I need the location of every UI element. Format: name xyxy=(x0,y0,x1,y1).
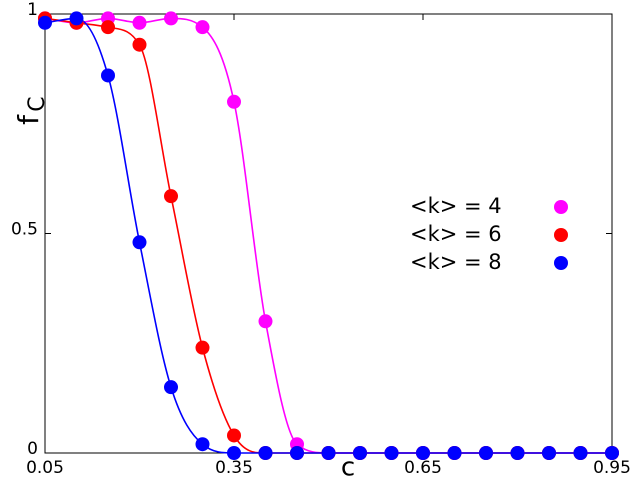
legend-label: <k> = 8 xyxy=(410,250,502,274)
data-point xyxy=(38,15,52,30)
data-point xyxy=(258,314,273,329)
legend-label: <k> = 4 xyxy=(410,194,502,218)
data-point xyxy=(227,428,241,443)
data-point xyxy=(69,11,84,26)
data-point xyxy=(321,446,336,460)
y-axis-label-main: f xyxy=(12,114,45,125)
series-line xyxy=(44,17,612,454)
data-point xyxy=(164,189,178,204)
data-point xyxy=(195,340,210,355)
data-point xyxy=(132,37,147,52)
y-axis-label-subscript: C xyxy=(25,96,50,111)
data-point xyxy=(101,20,115,35)
plot-frame xyxy=(44,13,613,454)
x-tick-label: 0.95 xyxy=(593,458,631,478)
x-tick-label: 0.65 xyxy=(404,458,442,478)
data-point xyxy=(384,446,399,460)
data-point xyxy=(227,94,241,109)
data-point xyxy=(164,11,178,26)
y-tick-label: 0.5 xyxy=(11,220,38,240)
legend-label: <k> = 6 xyxy=(410,222,502,246)
data-point xyxy=(573,446,588,460)
x-tick-label: 0.05 xyxy=(26,458,64,478)
data-point xyxy=(416,446,430,460)
x-tick-label: 0.35 xyxy=(215,458,253,478)
y-tick-label: 1 xyxy=(27,0,38,20)
data-point xyxy=(258,446,273,460)
data-point xyxy=(132,15,147,30)
y-tick-label: 0 xyxy=(27,439,38,459)
y-axis-label: f C xyxy=(12,96,50,125)
data-point xyxy=(510,446,525,460)
x-axis-label: c xyxy=(341,453,355,480)
data-point xyxy=(132,235,147,250)
data-point xyxy=(447,446,462,460)
legend-marker xyxy=(554,256,568,270)
series-line xyxy=(44,17,612,454)
data-point xyxy=(227,446,241,460)
data-point xyxy=(290,446,304,460)
data-point xyxy=(195,20,210,35)
data-point xyxy=(605,446,619,460)
data-point xyxy=(479,446,493,460)
series-line xyxy=(44,17,612,454)
data-point xyxy=(542,446,556,460)
data-point xyxy=(353,446,367,460)
legend-marker xyxy=(554,228,568,242)
data-point xyxy=(164,380,178,395)
data-point xyxy=(101,68,115,83)
data-point xyxy=(195,437,210,452)
legend-marker xyxy=(554,200,568,214)
